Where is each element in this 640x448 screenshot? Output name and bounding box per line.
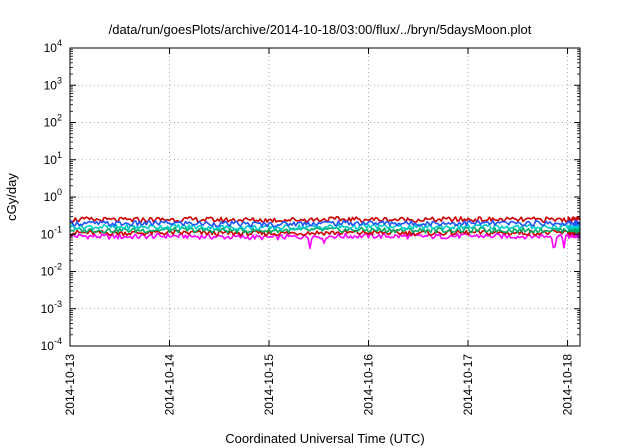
x-tick-label: 2014-10-16 <box>362 354 376 416</box>
x-tick-label: 2014-10-13 <box>63 354 77 416</box>
series-line-1 <box>69 232 581 250</box>
grid-lines <box>69 48 580 346</box>
y-tick-label: 103 <box>44 75 62 92</box>
series-group <box>69 216 581 250</box>
y-tick-labels: 10-4 10-3 10-2 10-1 100 101 102 103 104 <box>41 38 62 353</box>
x-tick-labels: 2014-10-13 2014-10-14 2014-10-15 2014-10-16… <box>63 354 575 416</box>
y-tick-label: 100 <box>44 187 62 204</box>
axis-ticks <box>69 47 580 347</box>
series-line-4 <box>69 223 581 231</box>
x-tick-label: 2014-10-18 <box>561 354 575 416</box>
x-axis-title: Coordinated Universal Time (UTC) <box>225 431 424 446</box>
y-tick-label: 10-1 <box>41 224 62 241</box>
x-tick-label: 2014-10-15 <box>262 354 276 416</box>
y-tick-label: 10-3 <box>41 299 62 316</box>
y-tick-label: 10-2 <box>41 262 62 279</box>
y-tick-label: 10-4 <box>41 336 62 353</box>
series-line-3 <box>69 226 581 234</box>
series-line-6 <box>69 219 581 228</box>
series-line-5 <box>69 216 581 224</box>
y-tick-label: 102 <box>44 113 62 130</box>
x-tick-label: 2014-10-17 <box>461 354 475 416</box>
y-axis-title: cGy/day <box>4 173 19 221</box>
x-tick-label: 2014-10-14 <box>163 354 177 416</box>
y-tick-label: 101 <box>44 150 62 167</box>
chart-title: /data/run/goesPlots/archive/2014-10-18/0… <box>109 22 532 37</box>
y-tick-label: 104 <box>44 38 62 55</box>
